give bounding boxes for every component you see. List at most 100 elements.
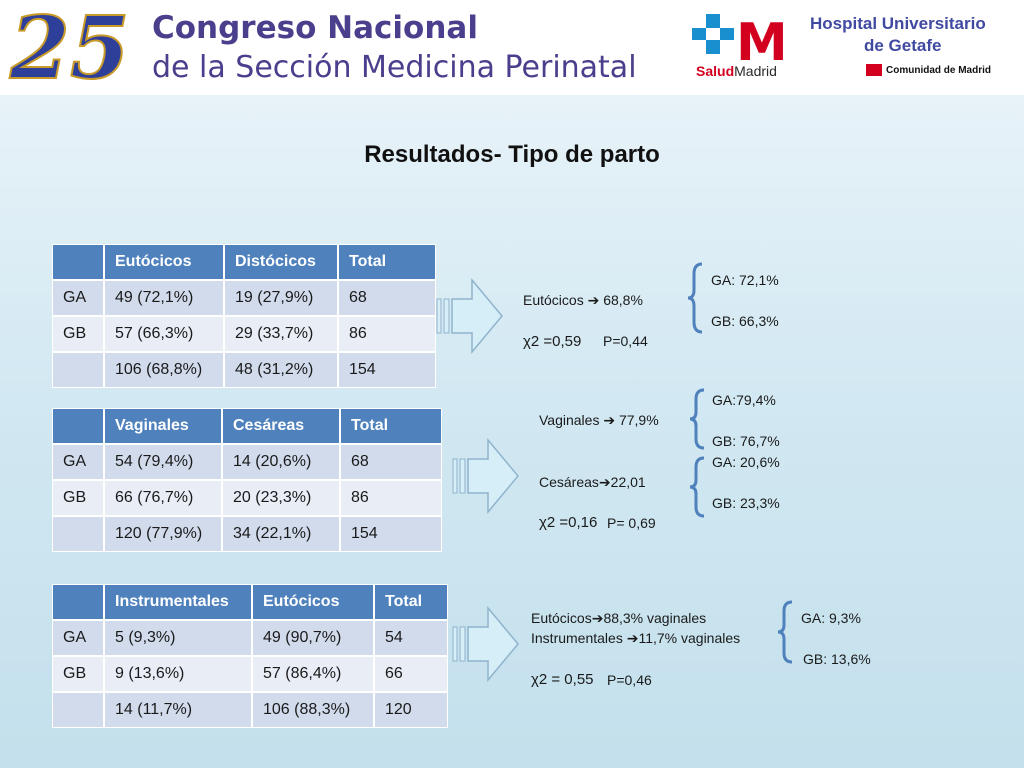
table-header-row: Eutócicos Distócicos Total [52, 244, 436, 280]
summary3-eutocicos: Eutócicos➔88,3% vaginales [531, 610, 707, 626]
header-cell: Total [340, 408, 442, 444]
summary2-cesareas-gb: GB: 23,3% [712, 495, 780, 511]
row-label [52, 692, 104, 728]
table-cell: 49 (72,1%) [104, 280, 224, 316]
table-cell: 14 (11,7%) [104, 692, 252, 728]
svg-text:M: M [736, 13, 788, 73]
summary2-cesareas-ga: GA: 20,6% [712, 454, 780, 470]
arrow-right-icon: ➔ [599, 412, 619, 428]
table-cell: 154 [340, 516, 442, 552]
table-row: GA 5 (9,3%) 49 (90,7%) 54 [52, 620, 448, 656]
summary3-chi-square: χ2 = 0,55 [531, 671, 594, 688]
curly-brace-icon [777, 600, 793, 664]
block-arrow-icon [452, 438, 519, 514]
curly-brace-icon [689, 456, 705, 518]
header-cell-empty [52, 244, 104, 280]
table-row: GB 57 (66,3%) 29 (33,7%) 86 [52, 316, 436, 352]
table-vaginales-cesareas: Vaginales Cesáreas Total GA 54 (79,4%) 1… [52, 408, 442, 552]
table-cell: 66 [374, 656, 448, 692]
salud-madrid-logo: M [692, 13, 788, 73]
table-cell: 86 [338, 316, 436, 352]
table-cell: 120 (77,9%) [104, 516, 222, 552]
table-cell: 54 (79,4%) [104, 444, 222, 480]
table-cell: 68 [338, 280, 436, 316]
table-row: GB 9 (13,6%) 57 (86,4%) 66 [52, 656, 448, 692]
table-row: GA 54 (79,4%) 14 (20,6%) 68 [52, 444, 442, 480]
table-cell: 34 (22,1%) [222, 516, 340, 552]
salud-madrid-text: SaludMadrid [696, 63, 777, 79]
arrow-right-icon: ➔ [591, 610, 604, 626]
comunidad-madrid-text: Comunidad de Madrid [886, 64, 991, 76]
table-cell: 57 (86,4%) [252, 656, 374, 692]
arrow-right-icon: ➔ [583, 292, 604, 308]
summary2-vaginales: Vaginales ➔ 77,9% [539, 412, 659, 428]
table-cell: 19 (27,9%) [224, 280, 338, 316]
summary3-ga: GA: 9,3% [801, 610, 861, 626]
arrow-right-icon: ➔ [622, 630, 639, 646]
header-cell: Total [374, 584, 448, 620]
header-cell: Cesáreas [222, 408, 340, 444]
comunidad-flag-icon [866, 64, 882, 76]
summary1-chi-square: χ2 =0,59 [523, 333, 582, 350]
block-arrow-icon [436, 278, 503, 354]
summary2-vaginales-gb: GB: 76,7% [712, 433, 780, 449]
table-cell: 29 (33,7%) [224, 316, 338, 352]
table-cell: 5 (9,3%) [104, 620, 252, 656]
summary1-p-value: P=0,44 [603, 333, 648, 349]
summary2-vaginales-ga: GA:79,4% [712, 392, 776, 408]
table-row: GB 66 (76,7%) 20 (23,3%) 86 [52, 480, 442, 516]
table-eutocicos-distocicos: Eutócicos Distócicos Total GA 49 (72,1%)… [52, 244, 436, 388]
table-cell: 48 (31,2%) [224, 352, 338, 388]
table-instrumentales-eutocicos: Instrumentales Eutócicos Total GA 5 (9,3… [52, 584, 448, 728]
table-row-total: 120 (77,9%) 34 (22,1%) 154 [52, 516, 442, 552]
hospital-name-line2: de Getafe [864, 36, 942, 55]
congress-title-line1: Congreso Nacional [152, 10, 478, 46]
header-cell-empty [52, 408, 104, 444]
header-banner: 25 Congreso Nacional de la Sección Medic… [0, 0, 1024, 95]
logo-number: 25 [9, 2, 130, 90]
summary2-cesareas: Cesáreas➔22,01 [539, 474, 646, 490]
row-label [52, 352, 104, 388]
congress-title-line2: de la Sección Medicina Perinatal [152, 50, 637, 85]
table-cell: 68 [340, 444, 442, 480]
table-cell: 49 (90,7%) [252, 620, 374, 656]
header-cell: Eutócicos [104, 244, 224, 280]
summary3-gb: GB: 13,6% [803, 651, 871, 667]
row-label: GA [52, 444, 104, 480]
table-cell: 154 [338, 352, 436, 388]
comunidad-madrid-logo: Comunidad de Madrid [866, 64, 991, 76]
table-cell: 20 (23,3%) [222, 480, 340, 516]
table-cell: 57 (66,3%) [104, 316, 224, 352]
table-cell: 106 (68,8%) [104, 352, 224, 388]
header-cell-empty [52, 584, 104, 620]
table-cell: 86 [340, 480, 442, 516]
table-row: GA 49 (72,1%) 19 (27,9%) 68 [52, 280, 436, 316]
table-header-row: Instrumentales Eutócicos Total [52, 584, 448, 620]
hospital-name-line1: Hospital Universitario [810, 14, 986, 33]
row-label: GB [52, 656, 104, 692]
table-header-row: Vaginales Cesáreas Total [52, 408, 442, 444]
summary1-gb: GB: 66,3% [711, 313, 779, 329]
row-label [52, 516, 104, 552]
table-row-total: 106 (68,8%) 48 (31,2%) 154 [52, 352, 436, 388]
summary3-instrumentales: Instrumentales ➔11,7% vaginales [531, 630, 741, 646]
table-cell: 9 (13,6%) [104, 656, 252, 692]
summary3-p-value: P=0,46 [607, 672, 652, 688]
table-cell: 54 [374, 620, 448, 656]
summary2-p-value: P= 0,69 [607, 515, 656, 531]
row-label: GB [52, 480, 104, 516]
summary2-chi-square: χ2 =0,16 [539, 514, 598, 531]
congress-25-logo: 25 [8, 2, 131, 90]
table-cell: 66 (76,7%) [104, 480, 222, 516]
header-cell: Vaginales [104, 408, 222, 444]
table-cell: 120 [374, 692, 448, 728]
row-label: GA [52, 280, 104, 316]
header-cell: Distócicos [224, 244, 338, 280]
header-cell: Eutócicos [252, 584, 374, 620]
summary1-eutocicos: Eutócicos ➔ 68,8% [523, 292, 643, 308]
row-label: GB [52, 316, 104, 352]
curly-brace-icon [687, 262, 703, 334]
summary1-ga: GA: 72,1% [711, 272, 779, 288]
table-cell: 14 (20,6%) [222, 444, 340, 480]
header-cell: Instrumentales [104, 584, 252, 620]
